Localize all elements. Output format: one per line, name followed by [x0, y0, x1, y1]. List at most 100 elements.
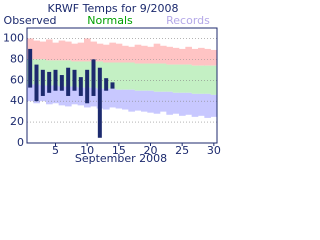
record-low-band	[147, 90, 154, 113]
record-high-band	[166, 46, 173, 65]
y-tick-label: 40	[10, 94, 24, 107]
y-tick-label: 60	[10, 73, 24, 86]
normal-band	[134, 63, 142, 91]
x-tick-label: 15	[112, 144, 126, 157]
legend-entry: Normals	[87, 14, 133, 27]
observed-bar	[72, 69, 77, 91]
normal-band	[128, 62, 135, 90]
y-tick-label: 80	[10, 52, 24, 65]
record-low-band	[198, 93, 205, 116]
record-high-band	[191, 48, 199, 66]
normal-band	[160, 63, 167, 92]
record-high-band	[172, 47, 180, 65]
plot-frame	[26, 27, 218, 144]
record-low-band	[128, 89, 135, 112]
record-high-band	[46, 39, 53, 61]
record-low-band	[172, 92, 180, 114]
record-low-band	[65, 86, 72, 107]
legend-entry: Observed	[4, 14, 57, 27]
normal-band	[198, 65, 205, 94]
record-low-band	[52, 85, 59, 104]
record-high-band	[179, 48, 186, 65]
observed-bar	[85, 69, 90, 104]
record-high-band	[198, 47, 205, 66]
record-high-band	[65, 41, 72, 61]
y-tick-label: 20	[10, 115, 24, 128]
record-high-band	[39, 41, 47, 60]
record-low-band	[160, 91, 167, 112]
record-low-band	[58, 86, 66, 106]
record-high-band	[160, 45, 167, 64]
normal-band	[115, 62, 123, 90]
chart: KRWF Temps for 9/2008 September 2008 Obs…	[3, 2, 221, 165]
record-high-band	[71, 43, 78, 62]
record-high-band	[204, 48, 211, 66]
record-high-band	[33, 40, 40, 60]
observed-bar	[28, 48, 33, 88]
record-low-band	[185, 92, 192, 115]
x-tick-label: 30	[207, 144, 221, 157]
normal-band	[122, 62, 129, 90]
normal-band	[77, 61, 85, 88]
record-low-band	[77, 87, 85, 106]
normal-band	[109, 62, 116, 89]
normal-band	[141, 63, 148, 91]
record-high-band	[147, 46, 154, 64]
normal-band	[172, 64, 180, 93]
normal-band	[166, 64, 173, 92]
record-high-band	[27, 38, 34, 60]
chart-title: KRWF Temps for 9/2008	[48, 2, 179, 15]
record-low-band	[71, 86, 78, 105]
observed-bar	[66, 67, 71, 96]
record-high-band	[210, 49, 218, 66]
x-axis-label: September 2008	[75, 152, 167, 165]
record-high-band	[153, 43, 161, 64]
observed-bar	[110, 82, 115, 89]
record-low-band	[204, 93, 211, 118]
record-high-band	[134, 44, 142, 64]
record-high-band	[103, 44, 110, 63]
record-high-band	[128, 46, 135, 63]
record-high-band	[84, 38, 91, 62]
record-low-band	[27, 84, 34, 102]
x-tick-label: 20	[144, 144, 158, 157]
observed-bar	[97, 67, 102, 138]
y-tick-label: 100	[3, 31, 24, 44]
legend-entry: Records	[166, 14, 210, 27]
observed-bar	[59, 75, 64, 91]
record-high-band	[109, 42, 116, 63]
observed-bar	[40, 69, 45, 96]
record-low-band	[46, 85, 53, 105]
record-low-band	[210, 94, 218, 117]
observed-bar	[91, 59, 96, 96]
normal-band	[185, 64, 192, 93]
normal-band	[58, 60, 66, 87]
normal-band	[204, 65, 211, 94]
x-tick-label: 10	[80, 144, 94, 157]
normal-band	[153, 63, 161, 92]
record-high-band	[77, 42, 85, 62]
record-low-band	[191, 93, 199, 117]
normal-band	[147, 63, 154, 91]
y-tick-label: 0	[17, 136, 24, 149]
observed-bar	[104, 78, 109, 91]
record-low-band	[166, 91, 173, 115]
normal-band	[179, 64, 186, 93]
record-high-band	[58, 40, 66, 61]
record-high-band	[115, 43, 123, 63]
record-high-band	[141, 45, 148, 64]
record-low-band	[115, 89, 123, 109]
x-tick-label: 25	[175, 144, 189, 157]
record-low-band	[103, 88, 110, 110]
observed-bar	[78, 77, 83, 96]
record-low-band	[179, 92, 186, 116]
record-low-band	[134, 90, 142, 111]
observed-bar	[53, 69, 58, 91]
observed-bar	[47, 71, 52, 93]
record-low-band	[122, 89, 129, 110]
observed-bar	[34, 64, 39, 102]
page: KRWF Temps for 9/2008 September 2008 Obs…	[0, 0, 226, 166]
record-high-band	[52, 42, 59, 61]
record-high-band	[122, 45, 129, 63]
normal-band	[103, 62, 110, 89]
